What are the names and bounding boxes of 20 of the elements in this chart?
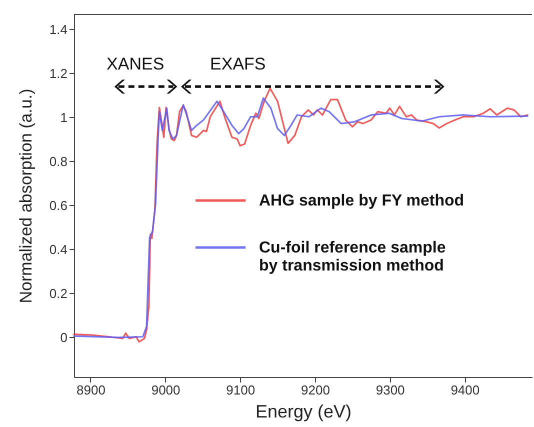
x-tick-label: 9000 xyxy=(151,382,180,398)
y-axis-title: Normalized absorption (a.u.) xyxy=(16,88,36,304)
annotation: EXAFS xyxy=(210,54,266,74)
x-tick-label: 9300 xyxy=(376,382,405,398)
x-axis-title: Energy (eV) xyxy=(255,402,352,422)
y-tick-label: 0.8 xyxy=(49,154,68,169)
y-tick-label: 0.2 xyxy=(49,286,68,301)
legend-label: AHG sample by FY method xyxy=(259,192,464,210)
y-tick-label: 1.2 xyxy=(49,66,68,81)
y-tick-label: 1.4 xyxy=(49,22,68,37)
x-tick-label: 9100 xyxy=(226,382,256,398)
annotation: XANES xyxy=(106,54,164,74)
y-tick-label: 0 xyxy=(60,330,68,345)
y-tick-label: 0.4 xyxy=(49,242,68,257)
x-tick-label: 9400 xyxy=(450,382,480,398)
legend-label: Cu-foil reference sample by transmission method xyxy=(259,240,446,274)
x-tick-label: 9200 xyxy=(301,382,330,398)
y-tick-label: 0.6 xyxy=(49,198,68,213)
x-tick-label: 8900 xyxy=(76,382,106,398)
y-tick-label: 1 xyxy=(60,110,68,125)
